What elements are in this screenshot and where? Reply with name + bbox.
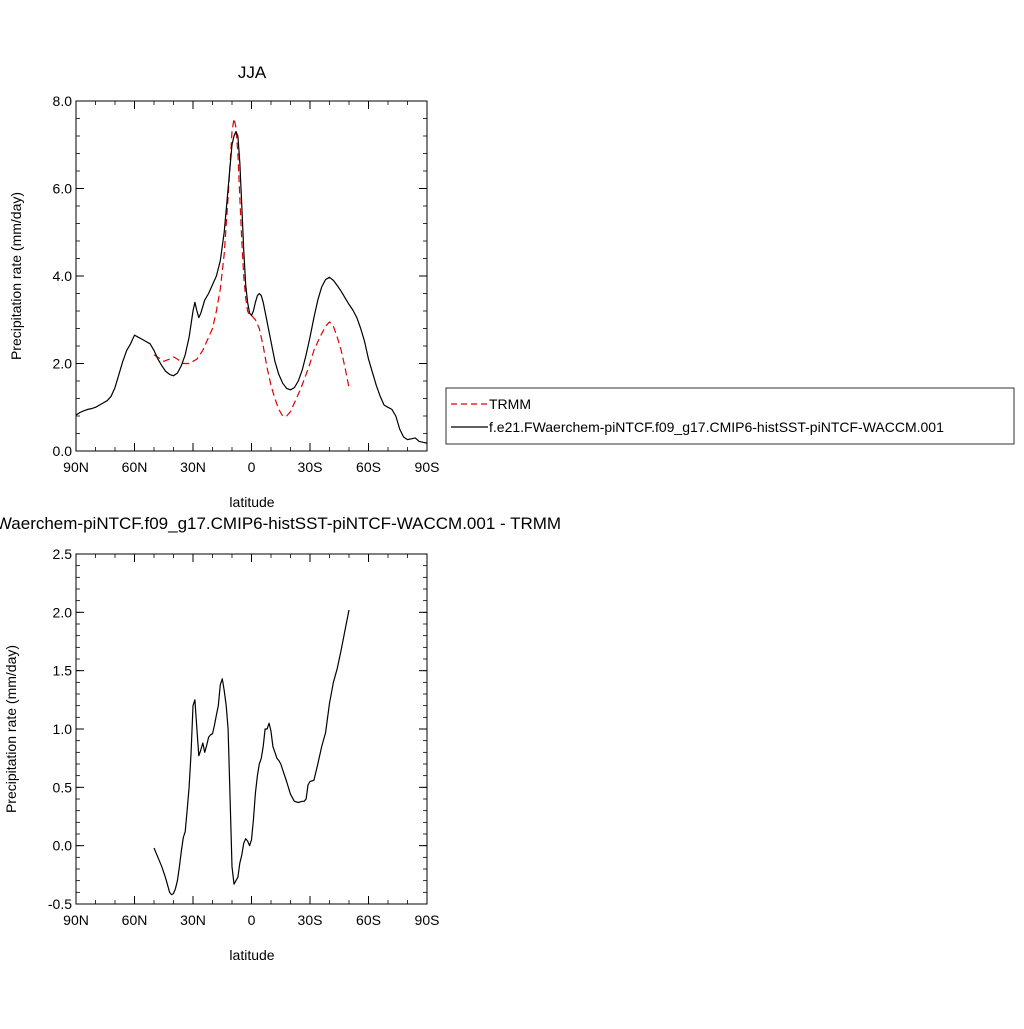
legend-box [445, 387, 1015, 445]
bottom-plot-title: f.e21.FWaerchem-piNTCF.f09_g17.CMIP6-his… [0, 514, 561, 533]
legend: TRMM f.e21.FWaerchem-piNTCF.f09_g17.CMIP… [445, 387, 1015, 445]
top-x-tick-label: 90N [63, 459, 89, 475]
bottom-x-tick-label: 30S [298, 912, 323, 928]
bottom-plot-frame [75, 553, 428, 905]
bottom-y-tick-label: 1.0 [53, 721, 73, 737]
top-plot-ticks: 90N 60N 30N 0 30S 60S 90S 0.0 2.0 4.0 6.0 8.0 [53, 93, 440, 475]
bottom-y-tick-label: -0.5 [48, 896, 72, 912]
bottom-x-tick-label: 60S [356, 912, 381, 928]
top-y-tick-label: 6.0 [53, 181, 73, 197]
bottom-x-tick-label: 0 [248, 912, 256, 928]
bottom-plot-ylabel: Precipitation rate (mm/day) [3, 645, 19, 813]
bottom-plot-ticks: 90N 60N 30N 0 30S 60S 90S -0.5 0.0 0.5 1.0 1.5 2.0 2.… [48, 546, 440, 928]
top-x-tick-label: 90S [415, 459, 440, 475]
legend-label-model: f.e21.FWaerchem-piNTCF.f09_g17.CMIP6-his… [489, 419, 944, 435]
top-x-tick-label: 30S [298, 459, 323, 475]
top-plot-lines [75, 117, 428, 444]
bottom-x-tick-label: 60N [122, 912, 148, 928]
top-y-tick-label: 0.0 [53, 443, 73, 459]
top-plot-ylabel: Precipitation rate (mm/day) [8, 192, 24, 360]
bottom-x-tick-label: 90N [63, 912, 89, 928]
top-x-tick-label: 30N [180, 459, 206, 475]
top-y-tick-label: 4.0 [53, 268, 73, 284]
bottom-x-tick-label: 90S [415, 912, 440, 928]
top-y-tick-label: 8.0 [53, 93, 73, 109]
legend-label-trmm: TRMM [489, 396, 531, 412]
bottom-plot-xlabel: latitude [229, 947, 274, 963]
top-x-tick-label: 60N [122, 459, 148, 475]
top-x-tick-label: 60S [356, 459, 381, 475]
top-series-line-0 [153, 117, 350, 417]
top-plot-frame [75, 100, 428, 452]
bottom-y-tick-label: 2.5 [53, 546, 73, 562]
bottom-y-tick-label: 1.5 [53, 663, 73, 679]
top-x-tick-label: 0 [248, 459, 256, 475]
bottom-y-tick-label: 0.0 [53, 838, 73, 854]
top-y-tick-label: 2.0 [53, 356, 73, 372]
bottom-y-tick-label: 2.0 [53, 604, 73, 620]
top-plot-title: JJA [238, 63, 267, 82]
top-plot: JJA latitude Precipitation rate (mm/day)… [8, 63, 439, 510]
bottom-plot-lines [153, 609, 350, 896]
bottom-y-tick-label: 0.5 [53, 779, 73, 795]
top-plot-xlabel: latitude [229, 494, 274, 510]
top-series-line-1 [75, 131, 428, 444]
bottom-x-tick-label: 30N [180, 912, 206, 928]
bottom-series-line-0 [153, 609, 350, 896]
bottom-plot: f.e21.FWaerchem-piNTCF.f09_g17.CMIP6-his… [0, 514, 561, 963]
